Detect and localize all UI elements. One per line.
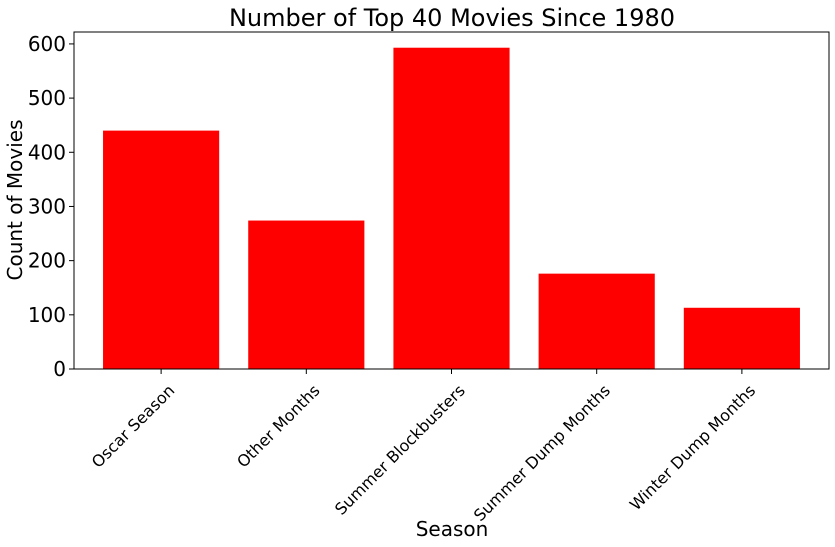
x-tick-label: Summer Blockbusters <box>331 381 469 519</box>
bar-summer-blockbusters <box>393 47 510 369</box>
y-tick-label: 500 <box>28 86 66 110</box>
y-tick-label: 200 <box>28 249 66 273</box>
x-tick-label: Oscar Season <box>88 381 179 472</box>
x-axis-ticks: Oscar Season Other Months Summer Blockbust… <box>88 369 759 525</box>
y-tick-label: 600 <box>28 32 66 56</box>
x-tick-label: Summer Dump Months <box>470 381 614 525</box>
y-tick-label: 100 <box>28 303 66 327</box>
bar-other-months <box>248 220 365 369</box>
x-axis-label: Season <box>416 517 489 541</box>
chart-title: Number of Top 40 Movies Since 1980 <box>229 4 675 32</box>
y-axis-label: Count of Movies <box>3 120 27 281</box>
x-tick-label: Other Months <box>233 381 324 472</box>
y-tick-label: 300 <box>28 194 66 218</box>
plot-frame <box>73 31 830 370</box>
y-tick-label: 400 <box>28 140 66 164</box>
x-tick-label: Winter Dump Months <box>626 381 759 514</box>
bar-oscar-season <box>103 130 220 369</box>
bar-winter-dump-months <box>683 307 800 369</box>
y-tick-label: 0 <box>53 357 66 381</box>
bars-group <box>103 47 800 369</box>
bar-summer-dump-months <box>538 273 655 369</box>
y-axis-ticks: 0 100 200 300 400 500 600 <box>28 32 74 381</box>
